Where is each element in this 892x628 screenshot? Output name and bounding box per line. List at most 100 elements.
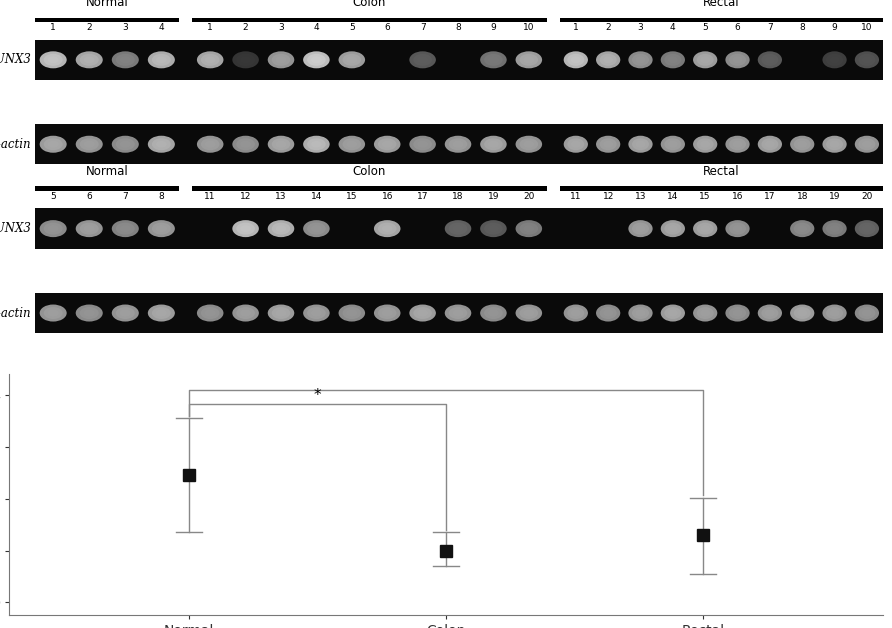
Ellipse shape: [822, 305, 847, 322]
Ellipse shape: [480, 136, 507, 153]
Ellipse shape: [382, 225, 392, 232]
Ellipse shape: [339, 136, 365, 153]
Ellipse shape: [484, 223, 503, 235]
Ellipse shape: [268, 136, 294, 153]
Ellipse shape: [272, 54, 290, 66]
Ellipse shape: [519, 223, 538, 235]
Text: Colon: Colon: [353, 0, 386, 9]
Ellipse shape: [480, 305, 507, 322]
Ellipse shape: [303, 305, 330, 322]
Ellipse shape: [488, 57, 499, 63]
Text: 2: 2: [87, 23, 92, 32]
Ellipse shape: [409, 305, 436, 322]
Text: 3: 3: [122, 23, 128, 32]
Ellipse shape: [156, 57, 167, 63]
Text: 15: 15: [699, 192, 711, 201]
Text: 13: 13: [635, 192, 646, 201]
Ellipse shape: [156, 141, 167, 148]
Ellipse shape: [112, 305, 139, 322]
Ellipse shape: [413, 54, 432, 66]
Ellipse shape: [201, 54, 219, 66]
Ellipse shape: [84, 225, 95, 232]
Ellipse shape: [524, 310, 534, 317]
Ellipse shape: [84, 57, 95, 63]
Ellipse shape: [272, 138, 290, 150]
Ellipse shape: [232, 305, 259, 322]
Ellipse shape: [790, 305, 814, 322]
Ellipse shape: [632, 54, 649, 66]
Ellipse shape: [311, 225, 322, 232]
Text: 20: 20: [861, 192, 872, 201]
Text: 16: 16: [731, 192, 743, 201]
Ellipse shape: [661, 51, 685, 68]
Ellipse shape: [567, 54, 584, 66]
Ellipse shape: [84, 141, 95, 148]
Ellipse shape: [700, 225, 710, 232]
Ellipse shape: [417, 141, 428, 148]
Ellipse shape: [757, 51, 782, 68]
Ellipse shape: [488, 141, 499, 148]
Ellipse shape: [449, 138, 467, 150]
Text: RUNX3: RUNX3: [0, 53, 30, 67]
Ellipse shape: [343, 54, 361, 66]
Ellipse shape: [346, 310, 357, 317]
Ellipse shape: [276, 141, 286, 148]
Ellipse shape: [599, 54, 616, 66]
Ellipse shape: [790, 220, 814, 237]
Ellipse shape: [826, 223, 843, 235]
Ellipse shape: [307, 54, 326, 66]
Ellipse shape: [700, 141, 710, 148]
Ellipse shape: [303, 51, 330, 68]
Ellipse shape: [197, 305, 224, 322]
Text: RUNX3: RUNX3: [0, 222, 30, 235]
Ellipse shape: [445, 305, 471, 322]
Text: 17: 17: [764, 192, 776, 201]
Ellipse shape: [236, 54, 255, 66]
Ellipse shape: [378, 138, 397, 150]
Text: Rectal: Rectal: [703, 0, 739, 9]
Ellipse shape: [374, 305, 401, 322]
Ellipse shape: [794, 307, 811, 319]
Ellipse shape: [732, 225, 742, 232]
Ellipse shape: [661, 305, 685, 322]
Ellipse shape: [567, 138, 584, 150]
Text: 7: 7: [767, 23, 772, 32]
Ellipse shape: [205, 57, 216, 63]
Text: 19: 19: [488, 192, 500, 201]
Text: 11: 11: [204, 192, 216, 201]
Text: 5: 5: [349, 23, 355, 32]
Ellipse shape: [303, 136, 330, 153]
Ellipse shape: [232, 51, 259, 68]
Ellipse shape: [858, 54, 875, 66]
Ellipse shape: [120, 141, 131, 148]
Ellipse shape: [822, 51, 847, 68]
Text: 3: 3: [638, 23, 643, 32]
Ellipse shape: [628, 305, 653, 322]
Ellipse shape: [148, 305, 175, 322]
Ellipse shape: [272, 223, 290, 235]
Text: 10: 10: [523, 23, 534, 32]
Ellipse shape: [240, 57, 251, 63]
Ellipse shape: [830, 310, 839, 317]
Ellipse shape: [762, 138, 779, 150]
Ellipse shape: [374, 220, 401, 237]
Ellipse shape: [797, 225, 807, 232]
Ellipse shape: [567, 307, 584, 319]
Text: 4: 4: [159, 23, 164, 32]
Ellipse shape: [725, 305, 749, 322]
Ellipse shape: [603, 310, 613, 317]
Ellipse shape: [603, 141, 613, 148]
Ellipse shape: [797, 310, 807, 317]
Ellipse shape: [480, 51, 507, 68]
Ellipse shape: [152, 307, 170, 319]
Ellipse shape: [636, 141, 645, 148]
Ellipse shape: [116, 223, 135, 235]
Ellipse shape: [453, 141, 463, 148]
Ellipse shape: [697, 223, 714, 235]
Ellipse shape: [240, 141, 251, 148]
Text: 5: 5: [50, 192, 56, 201]
Ellipse shape: [84, 310, 95, 317]
Ellipse shape: [765, 141, 775, 148]
Ellipse shape: [794, 138, 811, 150]
Ellipse shape: [862, 141, 871, 148]
